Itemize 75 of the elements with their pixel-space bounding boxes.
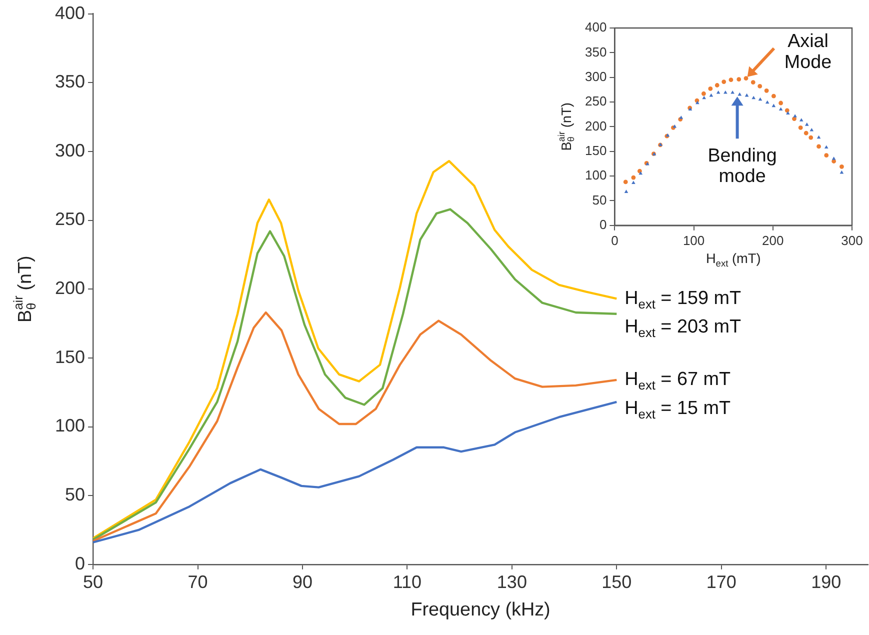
x-tick-label: 130	[496, 572, 527, 592]
x-tick-label: 300	[841, 232, 863, 248]
point	[631, 175, 636, 180]
y-tick-label: 200	[584, 118, 607, 134]
point	[709, 93, 714, 97]
point	[752, 96, 756, 100]
y-tick-label: 150	[54, 346, 86, 367]
y-tick-label: 300	[54, 140, 86, 160]
point	[824, 153, 829, 158]
point	[805, 122, 809, 126]
point	[728, 78, 734, 82]
point	[816, 135, 821, 139]
y-tick-label: 0	[599, 216, 607, 232]
point	[624, 190, 628, 193]
point	[696, 100, 700, 104]
point	[736, 77, 742, 82]
point	[744, 93, 749, 97]
point	[799, 118, 804, 122]
x-axis-title: Frequency (kHz)	[410, 600, 550, 621]
y-axis-title: Bθair (nT)	[10, 256, 39, 322]
y-tick-label: 50	[592, 192, 607, 208]
point	[840, 170, 844, 174]
y-tick-label: 200	[54, 278, 86, 298]
point	[810, 128, 814, 132]
y-tick-label: 100	[54, 416, 86, 436]
point	[816, 144, 821, 149]
y-tick-label: 400	[54, 2, 86, 23]
x-tick-label: 90	[292, 572, 312, 592]
point	[750, 80, 756, 84]
point	[771, 94, 776, 98]
point	[765, 100, 770, 104]
point	[824, 145, 828, 149]
point	[778, 107, 783, 111]
y-tick-label: 400	[584, 20, 607, 35]
x-tick-label: 110	[392, 572, 422, 592]
x-tick-label: 190	[811, 572, 842, 592]
point	[778, 100, 784, 106]
y-tick-label: 350	[584, 44, 607, 60]
point	[623, 180, 628, 184]
x-tick-label: 170	[706, 572, 736, 592]
point	[758, 84, 762, 88]
y-tick-label: 50	[65, 484, 86, 505]
point	[758, 97, 762, 101]
point	[808, 135, 814, 140]
point	[804, 130, 808, 136]
annotation: Axial Mode	[784, 30, 832, 72]
y-tick-label: 100	[584, 168, 607, 183]
y-tick-label: 300	[584, 68, 607, 84]
y-tick-label: 250	[54, 209, 86, 230]
point	[708, 86, 713, 91]
x-tick-label: 100	[682, 232, 705, 248]
point	[701, 91, 706, 96]
point	[798, 125, 803, 130]
point	[840, 164, 844, 169]
x-tick-label: 70	[188, 572, 208, 592]
y-tick-label: 250	[584, 94, 607, 109]
y-axis-title: Bθair (nT)	[556, 102, 576, 151]
point	[764, 88, 769, 93]
point	[722, 80, 726, 84]
y-tick-label: 150	[584, 142, 607, 158]
x-tick-label: 200	[762, 232, 784, 248]
point	[786, 111, 790, 114]
x-tick-label: 50	[83, 572, 104, 592]
y-tick-label: 350	[54, 72, 86, 92]
point	[714, 83, 720, 88]
point	[784, 108, 790, 113]
y-tick-label: 0	[75, 553, 86, 574]
x-tick-label: 0	[611, 232, 618, 248]
point	[744, 76, 748, 81]
point	[832, 156, 836, 160]
point	[679, 116, 684, 119]
point	[632, 180, 636, 184]
point	[772, 104, 776, 108]
annotation: Bending mode	[708, 144, 777, 186]
point	[793, 114, 797, 118]
